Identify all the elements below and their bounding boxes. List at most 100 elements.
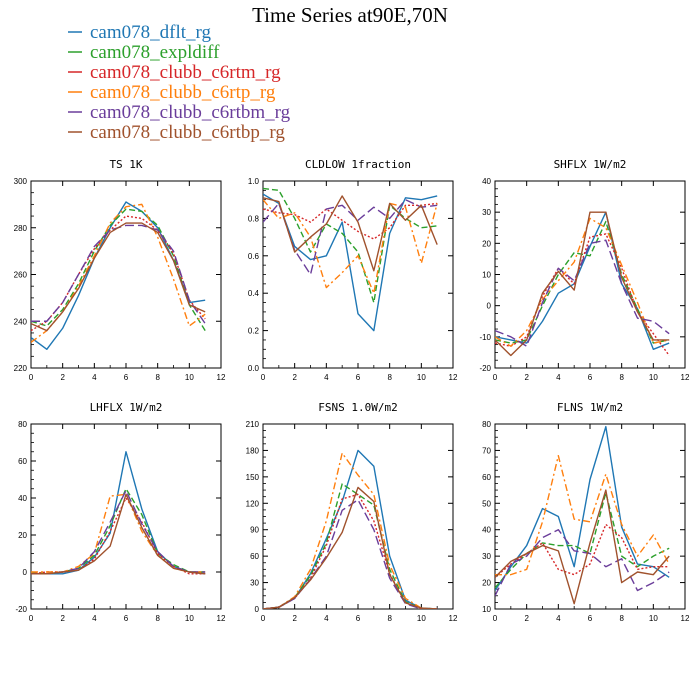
x-tick-label: 12 [449,373,458,382]
y-tick-label: 30 [250,579,259,588]
x-tick-label: 12 [449,614,458,623]
series-line-cam078-dflt-rg [495,211,670,350]
x-tick-label: 8 [155,614,160,623]
legend-item-cam078-clubb-c6rtp-rg: cam078_clubb_c6rtp_rg [68,82,276,103]
y-tick-label: 40 [18,494,27,503]
y-tick-label: 30 [482,552,491,561]
x-tick-label: 0 [493,614,498,623]
panel-title: FLNS 1W/m2 [557,401,623,414]
x-tick-label: 6 [356,373,361,382]
y-tick-label: 0.4 [248,289,260,298]
series-line-cam078-clubb-c6rtbm-rg [263,499,438,609]
series-line-cam078-clubb-c6rtm-rg [31,215,206,332]
y-tick-label: 20 [482,239,491,248]
series-line-cam078-clubb-c6rtm-rg [31,497,206,575]
x-tick-label: 4 [92,614,97,623]
y-tick-label: 20 [482,579,491,588]
y-tick-label: 300 [14,177,28,186]
series-line-cam078-clubb-c6rtbm-rg [31,489,206,575]
x-tick-label: 2 [524,373,529,382]
x-tick-label: 2 [524,614,529,623]
x-tick-label: 12 [217,373,226,382]
series-line-cam078-clubb-c6rtbp-rg [263,195,438,272]
x-tick-label: 8 [619,614,624,623]
x-tick-label: 12 [681,614,690,623]
x-tick-label: 10 [417,614,426,623]
series-line-cam078-dflt-rg [495,425,670,591]
series-line-cam078-expldiff [31,488,206,575]
x-tick-label: 4 [92,373,97,382]
x-tick-label: 8 [619,373,624,382]
y-tick-label: 40 [482,177,491,186]
x-tick-label: 8 [387,373,392,382]
series-line-cam078-expldiff [263,483,438,609]
legend-label: cam078_clubb_c6rtm_rg [90,62,281,83]
y-tick-label: 1.0 [248,177,260,186]
panel-cldlow: CLDLOW 1fraction 0 2 4 6 8 10 12 0.0 0.2 0.4 0.6 0.8… [248,158,458,382]
y-tick-label: 0 [487,302,492,311]
panel-shflx: SHFLX 1W/m2 0 2 4 6 8 10 12 -20 -10 0 10 20 30 40 [479,158,690,382]
x-tick-label: 6 [588,373,593,382]
legend-item-cam078-dflt-rg: cam078_dflt_rg [68,22,212,43]
series-line-cam078-dflt-rg [263,193,438,332]
y-tick-label: 240 [14,317,28,326]
panel-title: LHFLX 1W/m2 [90,401,163,414]
x-tick-label: 2 [292,614,297,623]
series-line-cam078-clubb-c6rtp-rg [495,217,670,347]
y-tick-label: 60 [18,457,27,466]
y-tick-label: 120 [246,499,260,508]
x-tick-label: 0 [29,614,34,623]
x-tick-label: 2 [60,614,65,623]
x-tick-label: 6 [356,614,361,623]
y-tick-label: 50 [482,499,491,508]
y-tick-label: 0 [255,605,260,614]
y-tick-label: 0.0 [248,364,260,373]
y-tick-label: 150 [246,473,260,482]
x-tick-label: 10 [185,614,194,623]
y-tick-label: 60 [482,473,491,482]
x-tick-label: 6 [588,614,593,623]
x-tick-label: 0 [261,373,266,382]
series-line-cam078-expldiff [31,208,206,331]
y-tick-label: -10 [479,333,491,342]
x-tick-label: 4 [324,614,329,623]
x-tick-label: 12 [217,614,226,623]
legend-item-cam078-clubb-c6rtbm-rg: cam078_clubb_c6rtbm_rg [68,102,291,123]
legend-label: cam078_clubb_c6rtp_rg [90,82,276,103]
x-tick-label: 10 [417,373,426,382]
y-tick-label: -20 [479,364,491,373]
legend-item-cam078-expldiff: cam078_expldiff [68,42,220,63]
y-tick-label: 0.6 [248,252,260,261]
y-tick-label: 80 [18,420,27,429]
plot-frame [262,180,454,369]
x-tick-label: 4 [556,614,561,623]
y-tick-label: -20 [15,605,27,614]
y-tick-label: 10 [482,271,491,280]
series-line-cam078-clubb-c6rtm-rg [495,523,670,578]
legend-item-cam078-clubb-c6rtbp-rg: cam078_clubb_c6rtbp_rg [68,122,285,143]
y-tick-label: 280 [14,224,28,233]
y-tick-label: 10 [482,605,491,614]
series-line-cam078-clubb-c6rtbp-rg [31,222,206,332]
series-line-cam078-clubb-c6rtm-rg [263,202,438,240]
x-tick-label: 10 [649,373,658,382]
panel-title: FSNS 1.0W/m2 [318,401,397,414]
x-tick-label: 0 [493,373,498,382]
y-tick-label: 80 [482,420,491,429]
x-tick-label: 2 [292,373,297,382]
series-line-cam078-expldiff [263,187,438,304]
series-line-cam078-expldiff [495,492,670,589]
series-line-cam078-clubb-c6rtbp-rg [31,493,206,575]
y-tick-label: 40 [482,526,491,535]
panel-title: SHFLX 1W/m2 [554,158,627,171]
series-line-cam078-dflt-rg [263,449,438,609]
x-tick-label: 0 [261,614,266,623]
x-tick-label: 0 [29,373,34,382]
panel-title: TS 1K [109,158,142,171]
figure-title: Time Series at90E,70N [252,3,448,27]
x-tick-label: 10 [649,614,658,623]
legend-item-cam078-clubb-c6rtm-rg: cam078_clubb_c6rtm_rg [68,62,281,83]
